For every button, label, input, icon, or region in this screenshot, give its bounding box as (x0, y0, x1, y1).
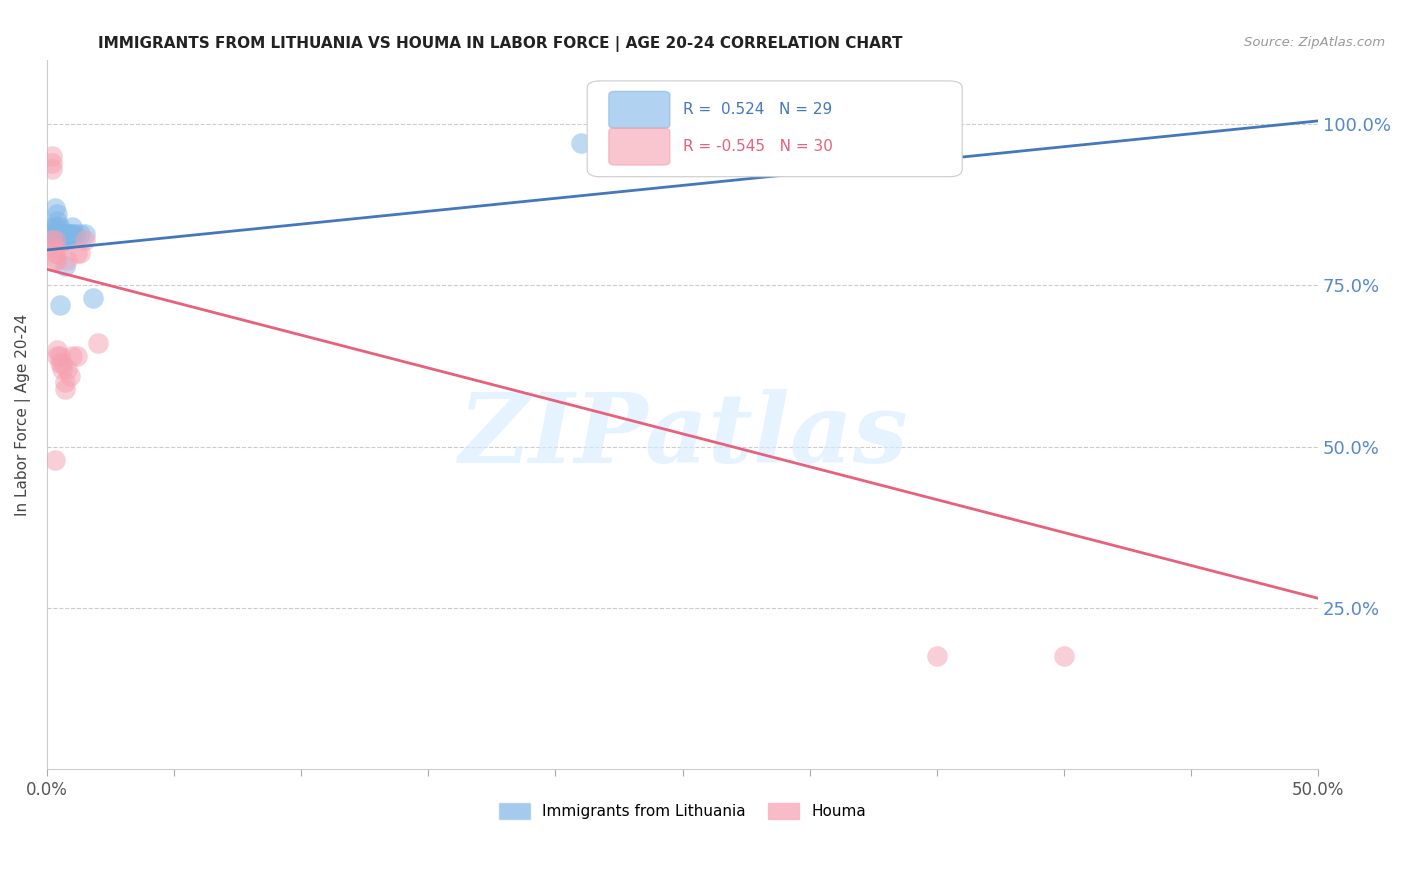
Point (48, 298, 70, 312)
Point (63, 227, 86, 241)
Legend: Immigrants from Lithuania, Houma: Immigrants from Lithuania, Houma (494, 797, 872, 825)
Point (53, 227, 76, 241)
Point (41, 156, 63, 170)
Point (44, 246, 66, 260)
Point (46, 207, 69, 221)
Point (46, 350, 69, 364)
Text: IMMIGRANTS FROM LITHUANIA VS HOUMA IN LABOR FORCE | AGE 20-24 CORRELATION CHART: IMMIGRANTS FROM LITHUANIA VS HOUMA IN LA… (98, 36, 903, 52)
Point (41, 220, 63, 235)
Point (59, 368, 82, 383)
Point (46, 246, 69, 260)
FancyBboxPatch shape (609, 128, 669, 165)
Point (44, 201, 66, 215)
Point (44, 233, 66, 247)
Point (41, 233, 63, 247)
Point (66, 246, 89, 260)
Point (41, 227, 63, 241)
Point (44, 452, 66, 467)
Point (53, 259, 76, 273)
Y-axis label: In Labor Force | Age 20-24: In Labor Force | Age 20-24 (15, 313, 31, 516)
Point (46, 227, 69, 241)
Point (56, 252, 79, 267)
Point (69, 246, 91, 260)
Point (44, 233, 66, 247)
Point (69, 227, 91, 241)
Point (60, 220, 83, 235)
FancyBboxPatch shape (588, 81, 962, 177)
FancyBboxPatch shape (609, 91, 669, 128)
Point (48, 220, 70, 235)
Point (53, 233, 76, 247)
Point (1053, 649, 1076, 664)
Point (44, 227, 66, 241)
Point (48, 350, 70, 364)
Point (56, 233, 79, 247)
Point (87, 336, 110, 351)
Point (51, 227, 73, 241)
Text: ZIPatlas: ZIPatlas (458, 389, 907, 483)
Point (44, 220, 66, 235)
Text: Source: ZipAtlas.com: Source: ZipAtlas.com (1244, 36, 1385, 49)
Point (60, 227, 83, 241)
Point (48, 356, 70, 370)
Point (41, 149, 63, 163)
Point (46, 252, 69, 267)
Point (75, 227, 97, 241)
Point (48, 227, 70, 241)
Point (569, 136, 592, 151)
Point (46, 214, 69, 228)
Point (41, 233, 63, 247)
Point (46, 220, 69, 235)
Point (53, 375, 76, 389)
Point (53, 382, 76, 396)
Point (66, 350, 89, 364)
Point (51, 362, 73, 376)
Text: R =  0.524   N = 29: R = 0.524 N = 29 (682, 103, 832, 118)
Point (51, 233, 73, 247)
Text: R = -0.545   N = 30: R = -0.545 N = 30 (682, 139, 832, 154)
Point (41, 162, 63, 177)
Point (60, 350, 83, 364)
Point (56, 227, 79, 241)
Point (925, 649, 948, 664)
Point (82, 291, 104, 305)
Point (44, 240, 66, 254)
Point (51, 356, 73, 370)
Point (44, 252, 66, 267)
Point (59, 227, 82, 241)
Point (56, 362, 79, 376)
Point (46, 343, 69, 357)
Point (75, 233, 97, 247)
